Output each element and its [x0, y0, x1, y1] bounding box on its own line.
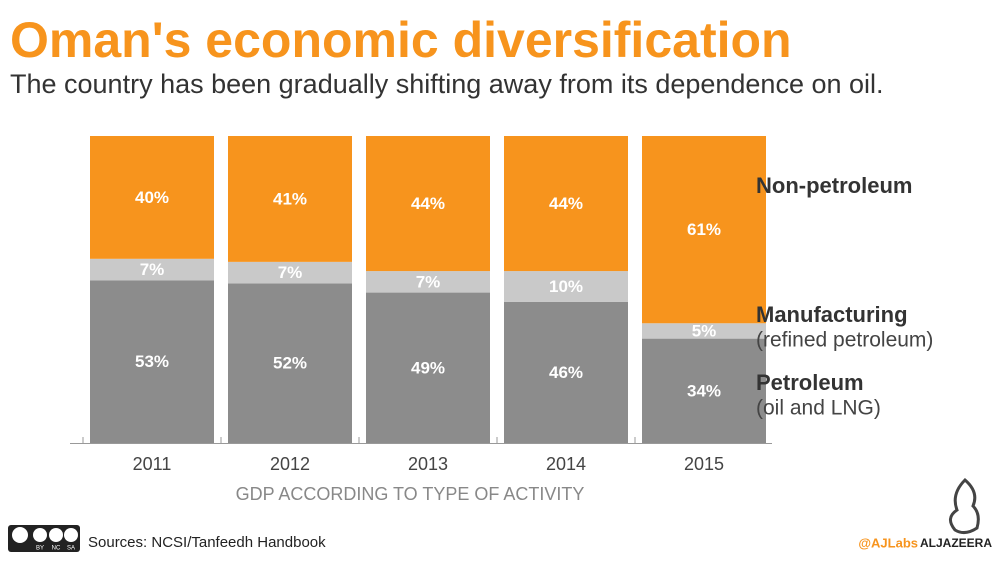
badge-icon — [49, 528, 63, 542]
chart-subtitle: The country has been gradually shifting … — [10, 69, 884, 99]
chart-title: Oman's economic diversification — [10, 12, 792, 68]
value-label: 7% — [416, 272, 441, 291]
value-label: 44% — [549, 194, 583, 213]
x-tick-label: 2014 — [546, 454, 586, 474]
badge-icon — [64, 528, 78, 542]
badge-icon — [33, 528, 47, 542]
legend-sublabel: (refined petroleum) — [756, 329, 933, 352]
bar-segment — [90, 280, 214, 443]
value-label: 5% — [692, 321, 717, 340]
credit: @AJLabs — [858, 535, 918, 550]
value-label: 7% — [278, 263, 303, 282]
bar-segment — [90, 258, 214, 281]
value-label: 7% — [140, 260, 165, 279]
badge-icon — [12, 527, 28, 543]
bar-segment — [228, 283, 352, 443]
badge-label: BY — [36, 546, 44, 552]
bar-segment — [90, 136, 214, 259]
legend-label: Petroleum — [756, 370, 864, 395]
value-label: 34% — [687, 381, 721, 400]
legend-label: Non-petroleum — [756, 173, 912, 198]
x-tick-label: 2011 — [133, 454, 172, 474]
brand: ALJAZEERA — [920, 536, 992, 550]
badge-label: SA — [67, 546, 75, 552]
value-label: 61% — [687, 220, 721, 239]
value-label: 41% — [273, 189, 307, 208]
source: Sources: NCSI/Tanfeedh Handbook — [88, 534, 326, 551]
license-badge: BY NC SA — [8, 525, 80, 552]
bar-segment — [642, 338, 766, 443]
value-label: 40% — [135, 188, 169, 207]
bar-segment — [504, 136, 628, 272]
value-label: 52% — [273, 354, 307, 373]
value-label: 44% — [411, 194, 445, 213]
x-tick-label: 2015 — [684, 454, 724, 474]
bar-segment — [642, 323, 766, 339]
value-label: 46% — [549, 363, 583, 382]
x-axis-title: GDP ACCORDING TO TYPE OF ACTIVITY — [236, 484, 585, 504]
x-tick-label: 2013 — [408, 454, 448, 474]
bar-segment — [228, 136, 352, 262]
x-tick-label: 2012 — [270, 454, 310, 474]
bar-segment — [228, 261, 352, 284]
value-label: 53% — [135, 352, 169, 371]
value-label: 10% — [549, 277, 583, 296]
bar-segment — [366, 292, 490, 443]
bar-segment — [504, 301, 628, 443]
bar-segment — [504, 271, 628, 302]
bar-segment — [642, 136, 766, 324]
bar-segment — [366, 136, 490, 272]
legend-label: Manufacturing — [756, 302, 908, 327]
bar-segment — [366, 271, 490, 293]
brand-logo — [949, 477, 980, 535]
legend-sublabel: (oil and LNG) — [756, 397, 881, 420]
value-label: 49% — [411, 358, 445, 377]
badge-label: NC — [52, 546, 61, 552]
